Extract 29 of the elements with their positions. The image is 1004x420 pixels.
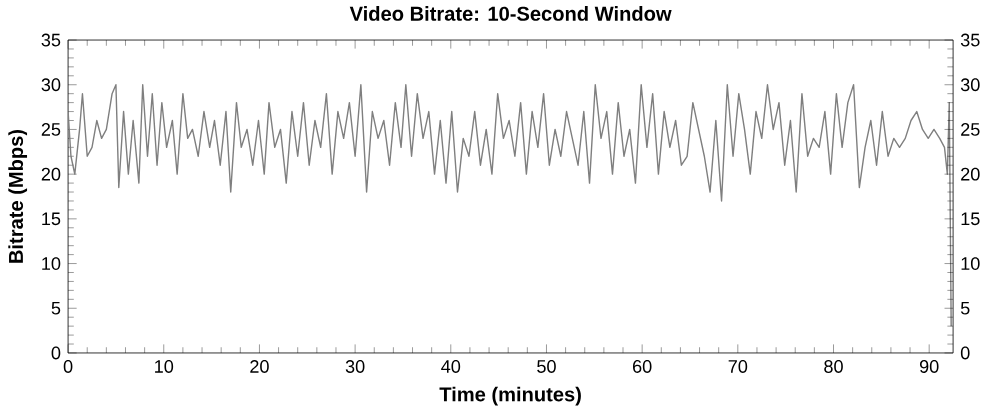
y-tick-label: 30: [41, 78, 61, 92]
y-tick-label: 25: [41, 123, 61, 136]
y2-tick-label: 5: [960, 301, 970, 315]
x-tick-label: 20: [250, 360, 269, 373]
y2-tick-label: 30: [960, 78, 980, 92]
x-tick-label: 10: [155, 360, 174, 373]
y-tick-label: 20: [41, 167, 61, 181]
y2-tick-label: 15: [961, 212, 980, 226]
y-tick-label: 15: [42, 212, 61, 226]
x-tick-label: 30: [345, 360, 365, 373]
y2-tick-label: 20: [961, 167, 980, 181]
x-tick-label: 70: [728, 360, 748, 373]
x-tick-label: 90: [919, 360, 939, 373]
y2-tick-label: 10: [961, 257, 980, 271]
y2-tick-label: 25: [961, 123, 980, 136]
x-axis-title: Time (minutes): [439, 386, 581, 406]
y-tick-label: 0: [51, 346, 61, 360]
x-tick-label: 0: [63, 360, 73, 373]
y-tick-label: 10: [42, 257, 61, 271]
x-tick-label: 60: [633, 360, 652, 373]
y2-tick-label: 0: [960, 346, 970, 360]
y-tick-label: 5: [51, 301, 61, 315]
x-tick-label: 40: [441, 360, 461, 373]
x-tick-label: 50: [537, 360, 556, 373]
chart-title: Video Bitrate: 10-Second Window: [349, 6, 672, 21]
y-tick-label: 35: [41, 33, 61, 47]
x-tick-label: 80: [824, 360, 843, 373]
y-axis-title: Bitrate (Mbps): [8, 129, 28, 263]
y2-tick-label: 35: [960, 33, 980, 47]
